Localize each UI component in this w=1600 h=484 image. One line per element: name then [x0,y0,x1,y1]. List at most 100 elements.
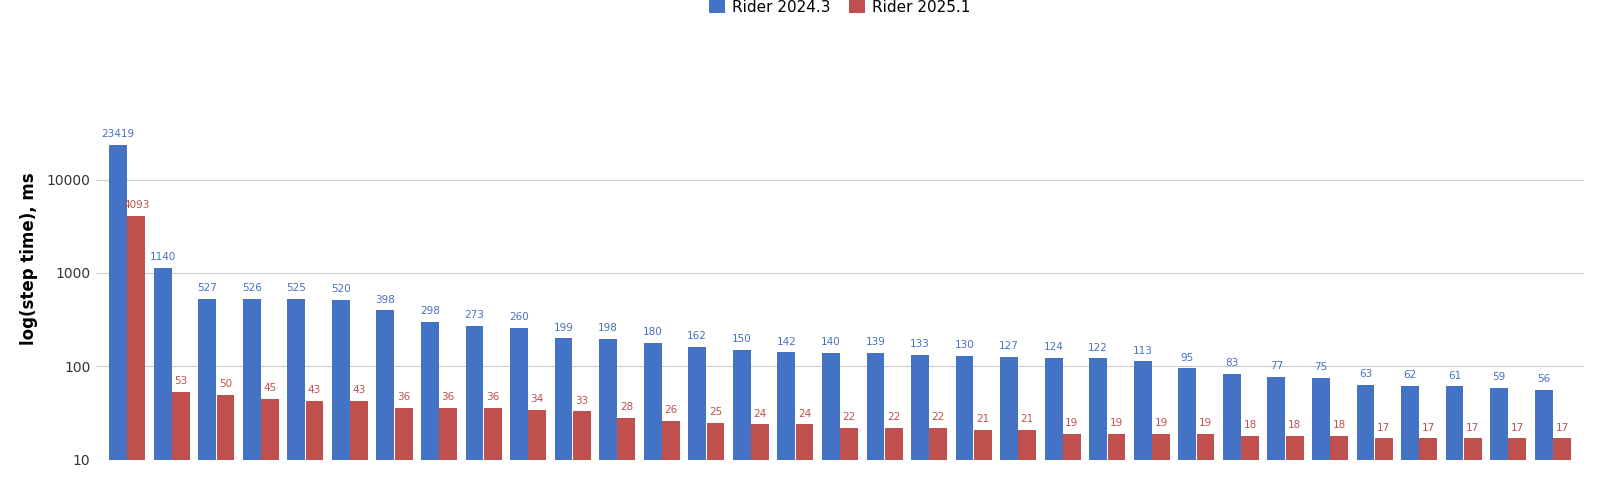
Bar [1134,362,1152,484]
Bar [974,430,992,484]
Text: 19: 19 [1198,418,1213,428]
Text: 62: 62 [1403,370,1416,380]
Text: 127: 127 [998,341,1019,351]
Text: 75: 75 [1314,363,1328,372]
Bar [1045,358,1062,484]
Bar [1178,368,1197,484]
Bar [733,350,750,484]
Text: 45: 45 [264,383,277,393]
Bar [1286,436,1304,484]
Text: 53: 53 [174,377,187,387]
Bar [1490,388,1509,484]
Bar [1090,358,1107,484]
Text: 36: 36 [442,392,454,402]
Bar [154,268,171,484]
Bar [421,322,438,484]
Text: 150: 150 [731,334,752,344]
Bar [1534,390,1552,484]
Bar [350,401,368,484]
Bar [171,392,190,484]
Text: 56: 56 [1538,374,1550,384]
Bar [885,428,902,484]
Text: 17: 17 [1555,423,1568,433]
Bar [930,428,947,484]
Text: 34: 34 [531,394,544,405]
Text: 139: 139 [866,337,885,348]
Bar [483,408,502,484]
Bar [440,408,458,484]
Bar [1062,434,1080,484]
Text: 198: 198 [598,323,618,333]
Text: 22: 22 [931,412,946,422]
Legend: Rider 2024.3, Rider 2025.1: Rider 2024.3, Rider 2025.1 [704,0,976,21]
Bar [822,353,840,484]
Text: 22: 22 [843,412,856,422]
Bar [1267,377,1285,484]
Text: 83: 83 [1226,358,1238,368]
Text: 77: 77 [1270,362,1283,371]
Text: 520: 520 [331,284,350,294]
Text: 142: 142 [776,336,797,347]
Bar [261,399,278,484]
Bar [1446,386,1464,484]
Bar [778,352,795,484]
Bar [618,418,635,484]
Y-axis label: log(step time), ms: log(step time), ms [21,173,38,345]
Text: 95: 95 [1181,353,1194,363]
Bar [1242,436,1259,484]
Bar [1152,434,1170,484]
Bar [331,300,350,484]
Bar [128,216,146,484]
Bar [198,299,216,484]
Bar [1222,374,1240,484]
Text: 113: 113 [1133,346,1152,356]
Bar [955,356,973,484]
Bar [1312,378,1330,484]
Text: 21: 21 [1021,414,1034,424]
Bar [867,353,885,484]
Text: 61: 61 [1448,371,1461,381]
Bar [243,299,261,484]
Bar [840,428,858,484]
Text: 133: 133 [910,339,930,349]
Text: 180: 180 [643,327,662,337]
Text: 4093: 4093 [123,200,149,210]
Text: 23419: 23419 [101,129,134,139]
Text: 43: 43 [307,385,322,395]
Bar [1554,439,1571,484]
Text: 21: 21 [976,414,989,424]
Text: 130: 130 [955,340,974,350]
Text: 33: 33 [576,396,589,406]
Bar [510,328,528,484]
Text: 17: 17 [1378,423,1390,433]
Bar [555,338,573,484]
Bar [662,421,680,484]
Bar [1374,439,1392,484]
Text: 18: 18 [1288,420,1301,430]
Bar [395,408,413,484]
Text: 24: 24 [754,408,766,419]
Text: 273: 273 [464,310,485,320]
Text: 525: 525 [286,284,306,293]
Bar [1330,436,1349,484]
Text: 19: 19 [1154,418,1168,428]
Bar [1464,439,1482,484]
Bar [376,310,394,484]
Text: 398: 398 [376,295,395,305]
Bar [573,411,590,484]
Text: 59: 59 [1493,372,1506,382]
Text: 24: 24 [798,408,811,419]
Text: 19: 19 [1110,418,1123,428]
Bar [643,343,661,484]
Text: 28: 28 [619,402,634,412]
Bar [1509,439,1526,484]
Text: 17: 17 [1510,423,1525,433]
Bar [1000,357,1018,484]
Text: 63: 63 [1358,369,1373,379]
Bar [466,326,483,484]
Bar [688,347,706,484]
Bar [1107,434,1125,484]
Text: 36: 36 [397,392,410,402]
Text: 140: 140 [821,337,840,347]
Bar [1419,439,1437,484]
